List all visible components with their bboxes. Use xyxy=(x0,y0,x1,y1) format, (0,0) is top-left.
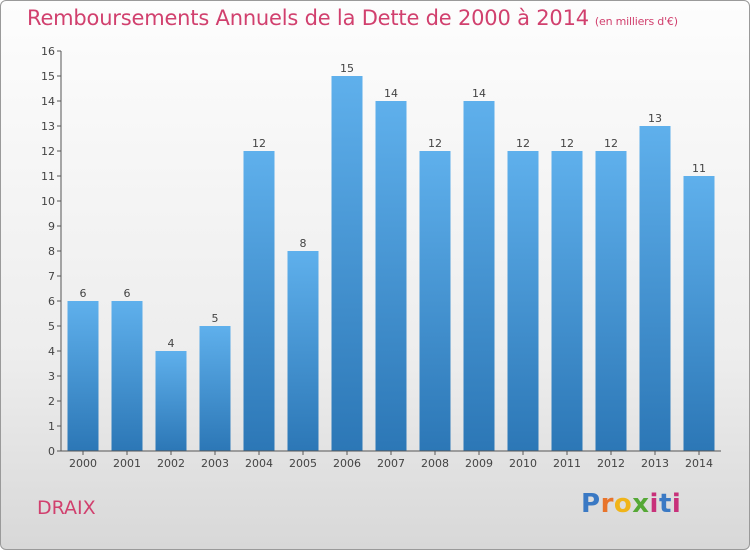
bar-value-label: 14 xyxy=(472,87,486,100)
bar-value-label: 6 xyxy=(124,287,131,300)
y-tick-label: 13 xyxy=(41,120,55,133)
x-tick-label: 2001 xyxy=(113,457,141,470)
bar xyxy=(507,151,539,451)
chart-unit: (en milliers d'€) xyxy=(594,15,678,28)
x-tick-label: 2009 xyxy=(465,457,493,470)
bar-value-label: 15 xyxy=(340,62,354,75)
y-tick-label: 16 xyxy=(41,45,55,58)
bar-value-label: 14 xyxy=(384,87,398,100)
y-tick-label: 8 xyxy=(48,245,55,258)
x-tick-label: 2008 xyxy=(421,457,449,470)
y-tick-label: 6 xyxy=(48,295,55,308)
x-tick-label: 2004 xyxy=(245,457,273,470)
bar-value-label: 8 xyxy=(300,237,307,250)
bar xyxy=(463,101,495,451)
x-tick-label: 2010 xyxy=(509,457,537,470)
bar xyxy=(639,126,671,451)
x-tick-label: 2014 xyxy=(685,457,713,470)
x-tick-label: 2000 xyxy=(69,457,97,470)
x-tick-label: 2007 xyxy=(377,457,405,470)
bar xyxy=(683,176,715,451)
proxiti-logo: Proxiti xyxy=(581,489,682,519)
bar xyxy=(375,101,407,451)
x-tick-label: 2003 xyxy=(201,457,229,470)
y-tick-label: 9 xyxy=(48,220,55,233)
chart-title: Remboursements Annuels de la Dette de 20… xyxy=(27,6,678,30)
y-tick-label: 2 xyxy=(48,395,55,408)
bar xyxy=(243,151,275,451)
chart-title-text: Remboursements Annuels de la Dette de 20… xyxy=(27,6,589,30)
y-tick-label: 15 xyxy=(41,70,55,83)
bar xyxy=(331,76,363,451)
bars-group: 6 6 4 5 12 8 15 14 12 14 12 12 12 13 11 xyxy=(67,62,715,451)
y-tick-label: 7 xyxy=(48,270,55,283)
x-tick-label: 2006 xyxy=(333,457,361,470)
x-tick-label: 2012 xyxy=(597,457,625,470)
bar-value-label: 13 xyxy=(648,112,662,125)
bar-value-label: 6 xyxy=(80,287,87,300)
y-tick-label: 0 xyxy=(48,445,55,458)
bar xyxy=(199,326,231,451)
commune-name: DRAIX xyxy=(37,497,96,519)
y-tick-label: 4 xyxy=(48,345,55,358)
bar xyxy=(419,151,451,451)
y-tick-label: 12 xyxy=(41,145,55,158)
bar-value-label: 4 xyxy=(168,337,175,350)
bar-value-label: 11 xyxy=(692,162,706,175)
bar xyxy=(155,351,187,451)
y-tick-label: 5 xyxy=(48,320,55,333)
bar xyxy=(111,301,143,451)
bar xyxy=(551,151,583,451)
bar-value-label: 5 xyxy=(212,312,219,325)
x-tick-label: 2005 xyxy=(289,457,317,470)
bar xyxy=(67,301,99,451)
bar-value-label: 12 xyxy=(560,137,574,150)
y-tick-label: 3 xyxy=(48,370,55,383)
y-tick-label: 10 xyxy=(41,195,55,208)
y-tick-label: 1 xyxy=(48,420,55,433)
bar-value-label: 12 xyxy=(604,137,618,150)
bar-value-label: 12 xyxy=(252,137,266,150)
x-tick-label: 2011 xyxy=(553,457,581,470)
bar-value-label: 12 xyxy=(428,137,442,150)
x-tick-label: 2013 xyxy=(641,457,669,470)
y-tick-label: 14 xyxy=(41,95,55,108)
x-tick-label: 2002 xyxy=(157,457,185,470)
bar xyxy=(595,151,627,451)
bar-value-label: 12 xyxy=(516,137,530,150)
y-tick-label: 11 xyxy=(41,170,55,183)
bar xyxy=(287,251,319,451)
